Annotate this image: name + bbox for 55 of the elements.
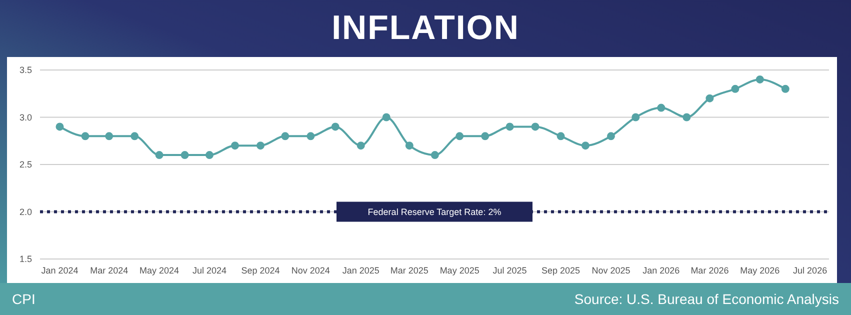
point — [657, 104, 666, 112]
point — [556, 132, 565, 140]
point — [56, 122, 64, 131]
x-tick-label: Sep 2025 — [542, 265, 580, 276]
x-tick-label: May 2025 — [440, 265, 480, 276]
ref-line-label: Federal Reserve Target Rate: 2% — [368, 206, 502, 217]
point — [331, 122, 340, 131]
point — [230, 142, 239, 150]
y-tick-label: 3.5 — [19, 65, 32, 76]
point — [531, 122, 540, 131]
source-note: Source: U.S. Bureau of Economic Analysis — [574, 291, 839, 307]
point — [382, 113, 390, 122]
y-tick-label: 2.5 — [19, 160, 32, 170]
point — [105, 132, 114, 140]
x-tick-label: May 2026 — [740, 265, 780, 276]
x-tick-label: May 2024 — [140, 265, 180, 276]
point — [606, 132, 615, 140]
point — [281, 132, 290, 140]
point — [756, 75, 764, 84]
point — [81, 132, 90, 140]
x-tick-label: Mar 2024 — [90, 265, 128, 276]
point — [481, 132, 490, 140]
y-tick-label: 1.5 — [19, 254, 32, 264]
x-tick-label: Jul 2024 — [192, 265, 226, 276]
point — [731, 84, 740, 93]
point — [256, 142, 264, 150]
point — [205, 151, 214, 160]
point — [506, 122, 514, 131]
point — [306, 132, 315, 140]
point — [155, 151, 164, 160]
x-tick-label: Mar 2025 — [390, 265, 428, 276]
point — [632, 113, 640, 122]
point — [706, 94, 714, 102]
point — [180, 151, 189, 160]
point — [356, 142, 365, 150]
chart-title: INFLATION — [330, 8, 520, 49]
x-tick-label: Jan 2025 — [342, 265, 380, 276]
point — [781, 84, 790, 93]
point — [430, 151, 439, 160]
x-tick-label: Jul 2025 — [492, 265, 527, 276]
y-tick-label: 3.0 — [19, 112, 32, 122]
x-tick-label: Jul 2026 — [793, 265, 828, 276]
x-tick-label: Sep 2024 — [241, 265, 280, 276]
x-tick-label: Jan 2026 — [642, 265, 680, 276]
point — [130, 132, 139, 140]
y-tick-label: 2.0 — [19, 206, 32, 217]
point — [682, 113, 691, 122]
text: CPI — [12, 291, 36, 307]
x-tick-label: Nov 2024 — [291, 265, 330, 276]
point — [456, 132, 464, 140]
point — [405, 142, 414, 150]
x-tick-label: Jan 2024 — [41, 265, 78, 276]
x-tick-label: Nov 2025 — [592, 265, 630, 276]
x-tick-label: Mar 2026 — [690, 265, 729, 276]
point — [581, 142, 590, 150]
